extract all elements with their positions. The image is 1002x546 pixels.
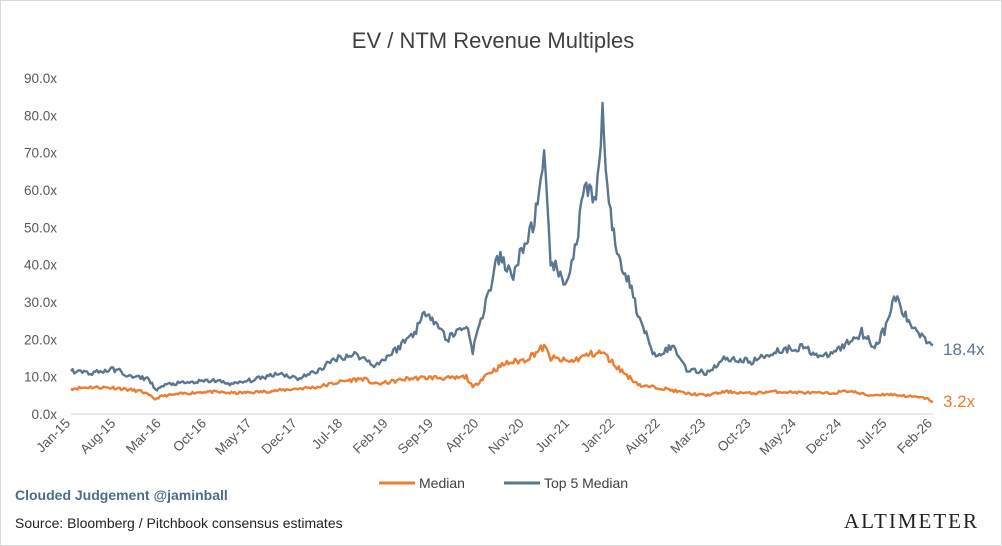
y-tick-label: 10.0x xyxy=(24,370,57,385)
series-median-line xyxy=(70,343,934,404)
x-tick-label: Jul-18 xyxy=(309,416,346,453)
legend: Median Top 5 Median xyxy=(379,475,628,491)
x-tick-label: Mar-16 xyxy=(123,416,164,457)
x-tick-label: May-17 xyxy=(212,416,254,458)
credit-text: Clouded Judgement @jaminball xyxy=(15,487,228,503)
chart-title: EV / NTM Revenue Multiples xyxy=(352,28,634,53)
series-top-5-median-line xyxy=(70,101,934,392)
x-tick-label: Jun-21 xyxy=(532,416,572,456)
y-tick-label: 0.0x xyxy=(31,407,57,422)
y-tick-label: 50.0x xyxy=(24,220,57,235)
x-tick-label: Nov-20 xyxy=(485,416,526,457)
y-axis: 0.0x 10.0x 20.0x 30.0x 40.0x 50.0x 60.0x 70.0x 8… xyxy=(24,71,57,422)
x-tick-label: Oct-16 xyxy=(170,416,209,455)
y-tick-label: 60.0x xyxy=(24,183,57,198)
x-tick-label: Aug-22 xyxy=(622,416,663,457)
y-tick-label: 90.0x xyxy=(24,71,57,86)
y-tick-label: 40.0x xyxy=(24,258,57,273)
source-text: Source: Bloomberg / Pitchbook consensus … xyxy=(15,515,343,531)
series-layer xyxy=(70,101,934,404)
y-tick-label: 80.0x xyxy=(24,108,57,123)
x-axis: Jan-15 Aug-15 Mar-16 Oct-16 May-17 Dec-17 Jul-… xyxy=(33,413,935,458)
x-tick-label: Dec-24 xyxy=(803,415,845,457)
x-tick-label: Feb-26 xyxy=(894,416,935,457)
x-tick-label: Jul-25 xyxy=(853,416,890,453)
end-label-median: 3.2x xyxy=(943,392,976,411)
x-tick-label: Apr-20 xyxy=(442,416,481,455)
x-tick-label: Sep-19 xyxy=(395,416,436,457)
x-tick-label: Dec-17 xyxy=(259,416,300,457)
x-tick-label: Aug-15 xyxy=(77,416,118,457)
end-label-top-5-median: 18.4x xyxy=(943,340,985,359)
x-tick-label: Jan-22 xyxy=(578,416,618,456)
x-tick-label: Oct-23 xyxy=(714,416,753,455)
legend-label-median: Median xyxy=(419,475,465,491)
end-labels: 3.2x 18.4x xyxy=(943,340,985,411)
y-tick-label: 30.0x xyxy=(24,295,57,310)
y-tick-label: 20.0x xyxy=(24,332,57,347)
brand-logo: ALTIMETER xyxy=(843,509,979,533)
x-tick-label: May-24 xyxy=(757,415,800,458)
x-tick-label: Feb-19 xyxy=(350,416,391,457)
legend-label-top-5-median: Top 5 Median xyxy=(544,475,628,491)
y-tick-label: 70.0x xyxy=(24,146,57,161)
x-tick-label: Mar-23 xyxy=(667,416,708,457)
